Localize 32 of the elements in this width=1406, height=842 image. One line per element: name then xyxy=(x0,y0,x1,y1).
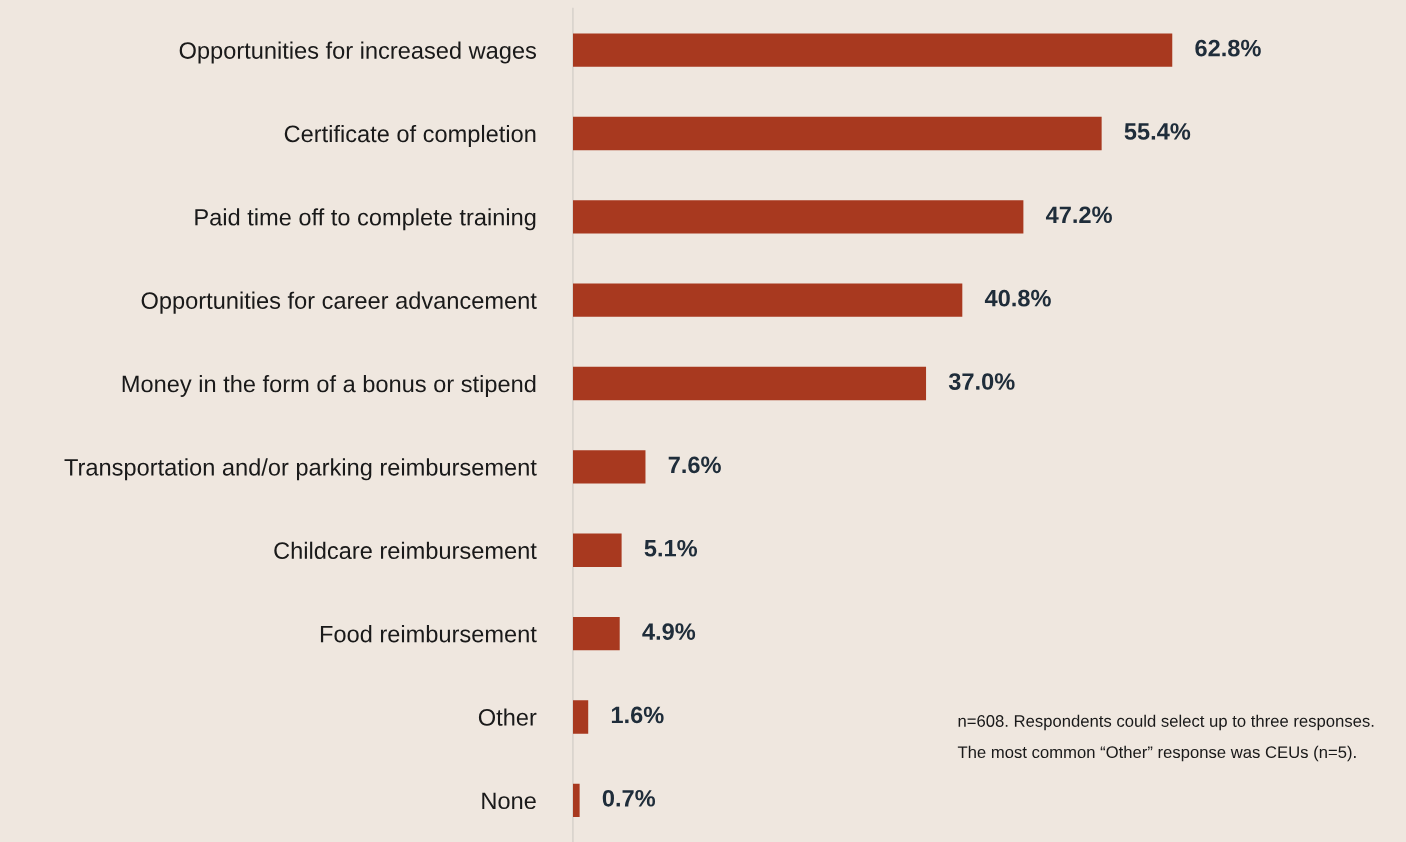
bar xyxy=(572,533,622,567)
y-tick-label: None xyxy=(482,792,536,810)
data-label: 55.4% xyxy=(1124,123,1191,140)
data-label: 37.0% xyxy=(948,373,1015,390)
data-label: 4.9% xyxy=(642,623,696,640)
y-tick-label: Childcare reimbursement xyxy=(274,541,537,560)
y-tick-label: Money in the form of a bonus or stipend xyxy=(122,374,536,397)
y-tick-label: Certificate of completion xyxy=(284,124,536,147)
data-label: 62.8% xyxy=(1195,39,1261,57)
y-tick-label: Other xyxy=(478,708,537,726)
bar xyxy=(572,616,620,651)
annotation: The most common “Other” response was CEUs (n=5). xyxy=(957,745,1356,762)
data-label: 47.2% xyxy=(1045,206,1112,224)
bar xyxy=(572,283,963,317)
data-label: 1.6% xyxy=(611,706,664,724)
y-tick-label: Opportunities for career advancement xyxy=(141,291,537,314)
bar xyxy=(572,116,1102,151)
bar xyxy=(572,200,1024,234)
data-label: 5.1% xyxy=(644,539,698,557)
y-tick-label: Paid time off to complete training xyxy=(195,208,536,231)
bar xyxy=(572,783,580,817)
data-label: 40.8% xyxy=(984,289,1051,307)
y-tick-label: Opportunities for increased wages xyxy=(179,41,537,64)
y-tick-label: Food reimbursement xyxy=(320,625,537,643)
y-tick-label: Transportation and/or parking reimbursement xyxy=(64,458,537,481)
annotation: n=608. Respondents could select up to three responses. xyxy=(958,714,1374,731)
bar xyxy=(572,700,589,734)
bar xyxy=(572,33,1173,67)
data-label: 0.7% xyxy=(602,789,656,807)
data-label: 7.6% xyxy=(668,456,721,474)
bar xyxy=(572,450,646,484)
bar xyxy=(572,366,927,401)
